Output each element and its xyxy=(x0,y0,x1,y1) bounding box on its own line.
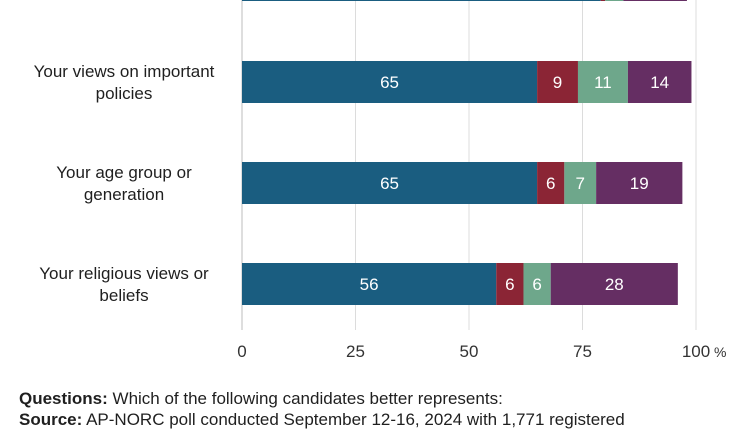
category-label-line: policies xyxy=(96,84,153,103)
bar-segment xyxy=(605,0,624,1)
bar-segment xyxy=(577,61,628,103)
category-label-line: Your views on important xyxy=(34,62,215,81)
source-text: AP-NORC poll conducted September 12-16, … xyxy=(82,410,625,429)
category-label: Your views on important policies xyxy=(34,62,215,103)
stacked-bar-chart: 0 25 50 75 100 % 65 9 11 14 Your views on importan… xyxy=(34,0,726,361)
bar-segment xyxy=(523,263,551,305)
data-label: 6 xyxy=(546,174,555,193)
bar-segment xyxy=(496,263,524,305)
bar-segment xyxy=(550,263,678,305)
bar-segment xyxy=(242,162,538,204)
questions-label: Questions: xyxy=(19,389,108,408)
data-label: 6 xyxy=(532,275,541,294)
category-label-line: Your age group or xyxy=(56,163,192,182)
category-label-line: generation xyxy=(84,185,164,204)
x-tick-label: 100 xyxy=(682,342,710,361)
bar-segment xyxy=(596,162,683,204)
bar-segment xyxy=(600,0,606,1)
data-label: 11 xyxy=(594,73,612,92)
source-footnote: Source: AP-NORC poll conducted September… xyxy=(19,410,625,430)
category-label-line: Your religious views or xyxy=(39,264,209,283)
category-label: Your religious views or beliefs xyxy=(39,264,209,305)
data-label: 19 xyxy=(630,174,649,193)
source-label: Source: xyxy=(19,410,83,429)
bar-segment xyxy=(537,61,578,103)
bar-segment xyxy=(564,162,597,204)
x-tick-label: 25 xyxy=(346,342,365,361)
x-tick-label: 50 xyxy=(460,342,479,361)
bar-segment xyxy=(242,0,601,1)
x-axis-unit-label: % xyxy=(714,344,726,360)
questions-footnote: Questions: Which of the following candid… xyxy=(19,389,503,409)
bar-segment xyxy=(623,0,687,1)
bar-segment xyxy=(627,61,692,103)
data-label: 65 xyxy=(380,73,399,92)
data-label: 7 xyxy=(575,174,584,193)
x-tick-label: 0 xyxy=(237,342,246,361)
data-label: 65 xyxy=(380,174,399,193)
questions-text: Which of the following candidates better… xyxy=(107,389,503,408)
data-label: 14 xyxy=(650,73,669,92)
data-label: 56 xyxy=(360,275,379,294)
bar-segment xyxy=(242,263,497,305)
x-tick-label: 75 xyxy=(573,342,592,361)
bar-segment xyxy=(242,61,538,103)
data-label: 6 xyxy=(505,275,514,294)
bar-segment xyxy=(537,162,565,204)
category-label: Your age group or generation xyxy=(56,163,192,204)
data-label: 9 xyxy=(553,73,562,92)
data-label: 28 xyxy=(605,275,624,294)
category-label-line: beliefs xyxy=(99,286,148,305)
